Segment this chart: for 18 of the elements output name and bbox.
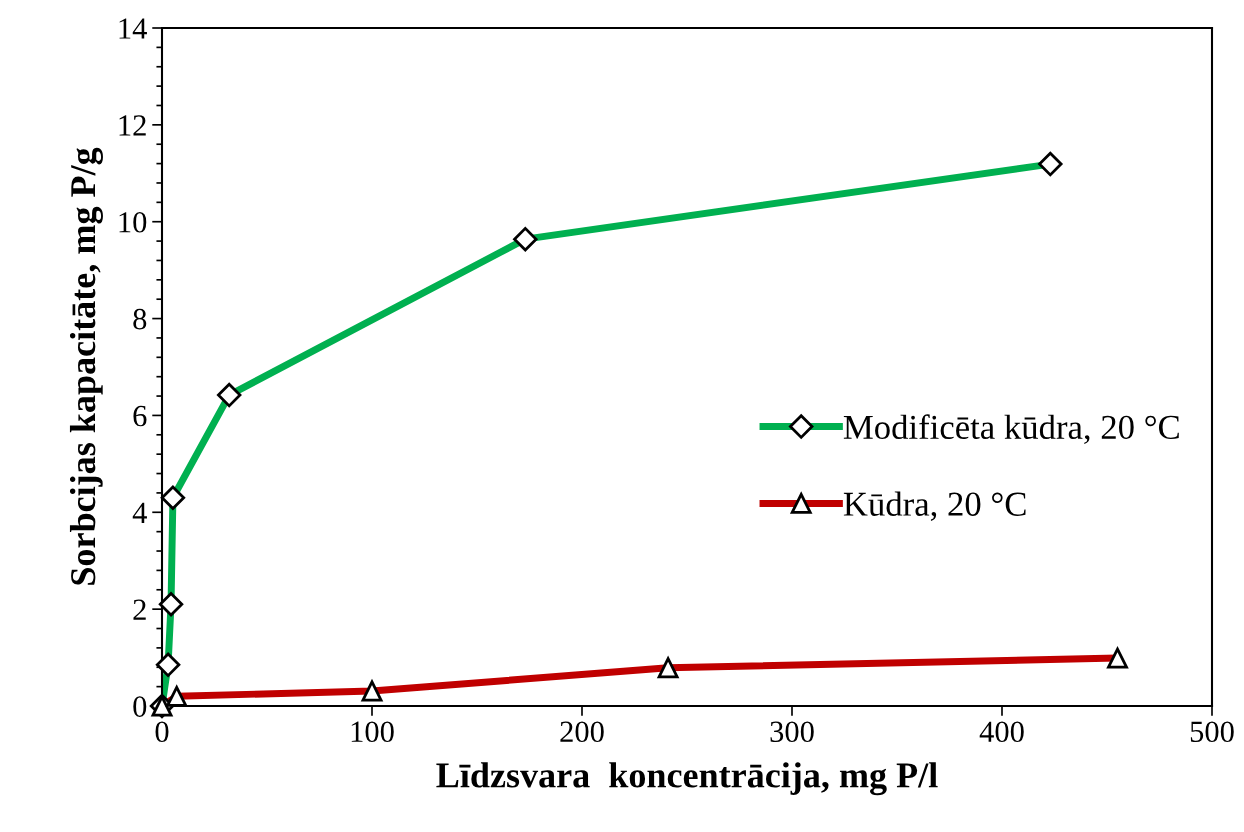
legend-label: Modificēta kūdra, 20 °C (843, 414, 1179, 445)
y-tick-label: 4 (132, 502, 147, 523)
y-tick-label: 0 (133, 696, 147, 717)
y-tick-label: 8 (133, 308, 147, 330)
y-tick-label: 6 (133, 405, 147, 427)
y-axis-title: Sorbcijas kapacitāte, mg P/g (69, 147, 103, 585)
x-tick-label: 400 (979, 721, 1024, 743)
x-axis-title: Līdzsvara koncentrācija, mg P/l (436, 762, 938, 796)
y-tick-label: 2 (133, 599, 146, 620)
x-tick-label: 0 (155, 721, 169, 743)
y-tick-label: 14 (119, 18, 147, 39)
x-tick-label: 200 (560, 721, 604, 743)
x-tick-label: 300 (770, 721, 814, 743)
y-tick-label: 12 (119, 115, 146, 136)
x-tick-label: 500 (1190, 721, 1234, 743)
x-tick-label: 100 (351, 721, 394, 743)
y-tick-label: 10 (119, 212, 147, 233)
legend-label: Kūdra, 20 °C (843, 491, 1026, 521)
